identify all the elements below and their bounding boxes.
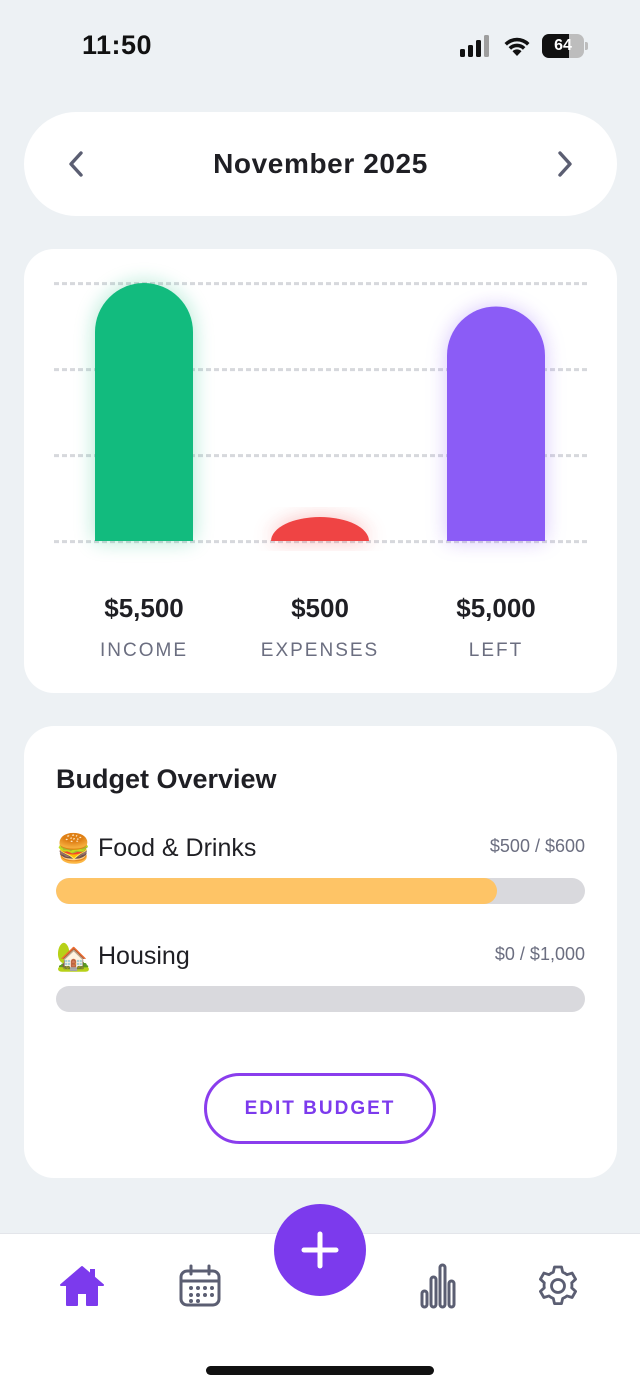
wifi-icon: [504, 37, 530, 56]
chevron-right-icon: [558, 151, 572, 177]
tab-calendar[interactable]: [176, 1262, 224, 1310]
budget-title: Budget Overview: [56, 764, 277, 794]
battery-icon: 64: [542, 34, 588, 58]
budget-item-name: Housing: [98, 942, 190, 970]
expenses-value: $500: [291, 593, 349, 623]
chevron-left-icon: [69, 151, 83, 177]
left-value: $5,000: [456, 593, 536, 623]
left-label: LEFT: [468, 640, 524, 661]
income-label: INCOME: [100, 640, 188, 661]
cellular-signal-icon: [460, 35, 489, 57]
status-icons: 64: [460, 34, 588, 58]
stats-icon: [420, 1263, 456, 1309]
add-icon: [301, 1231, 339, 1269]
income-bar: [95, 283, 193, 541]
left-summary: $5,000 LEFT: [406, 593, 586, 662]
settings-icon: [539, 1265, 577, 1305]
income-value: $5,500: [104, 593, 184, 623]
budget-progress-track: [56, 986, 585, 1012]
expenses-label: EXPENSES: [260, 640, 380, 661]
home-icon: [60, 1266, 104, 1306]
house-icon: 🏡: [56, 941, 91, 972]
budget-item-name: Food & Drinks: [98, 834, 257, 862]
budget-progress-track: [56, 878, 585, 904]
income-summary: $5,500 INCOME: [54, 593, 234, 662]
battery-level: 64: [554, 37, 572, 54]
calendar-icon: [179, 1264, 221, 1307]
budget-progress-fill: [56, 878, 497, 904]
expenses-summary: $500 EXPENSES: [230, 593, 410, 662]
left-bar: [447, 306, 545, 541]
month-title: November 2025: [213, 148, 428, 179]
budget-overview-card: Budget Overview 🍔 Food & Drinks $500 / $…: [24, 726, 617, 1178]
next-month-button[interactable]: [543, 142, 587, 186]
tab-home[interactable]: [58, 1262, 106, 1310]
edit-budget-button[interactable]: EDIT BUDGET: [204, 1073, 436, 1144]
budget-item-amount: $0 / $1,000: [494, 944, 585, 964]
status-time: 11:50: [82, 30, 153, 60]
tab-settings[interactable]: [534, 1262, 582, 1310]
summary-bar-chart: [54, 282, 587, 544]
add-transaction-button[interactable]: [274, 1204, 366, 1296]
month-selector: November 2025: [24, 112, 617, 216]
status-bar: 11:50 64: [0, 0, 640, 96]
home-indicator: [206, 1366, 434, 1375]
expenses-bar: [271, 517, 369, 541]
burger-icon: 🍔: [56, 833, 91, 864]
budget-item-amount: $500 / $600: [489, 836, 585, 856]
tab-stats[interactable]: [414, 1262, 462, 1310]
previous-month-button[interactable]: [54, 142, 98, 186]
summary-chart-card: $5,500 INCOME $500 EXPENSES $5,000 LEFT: [24, 249, 617, 693]
